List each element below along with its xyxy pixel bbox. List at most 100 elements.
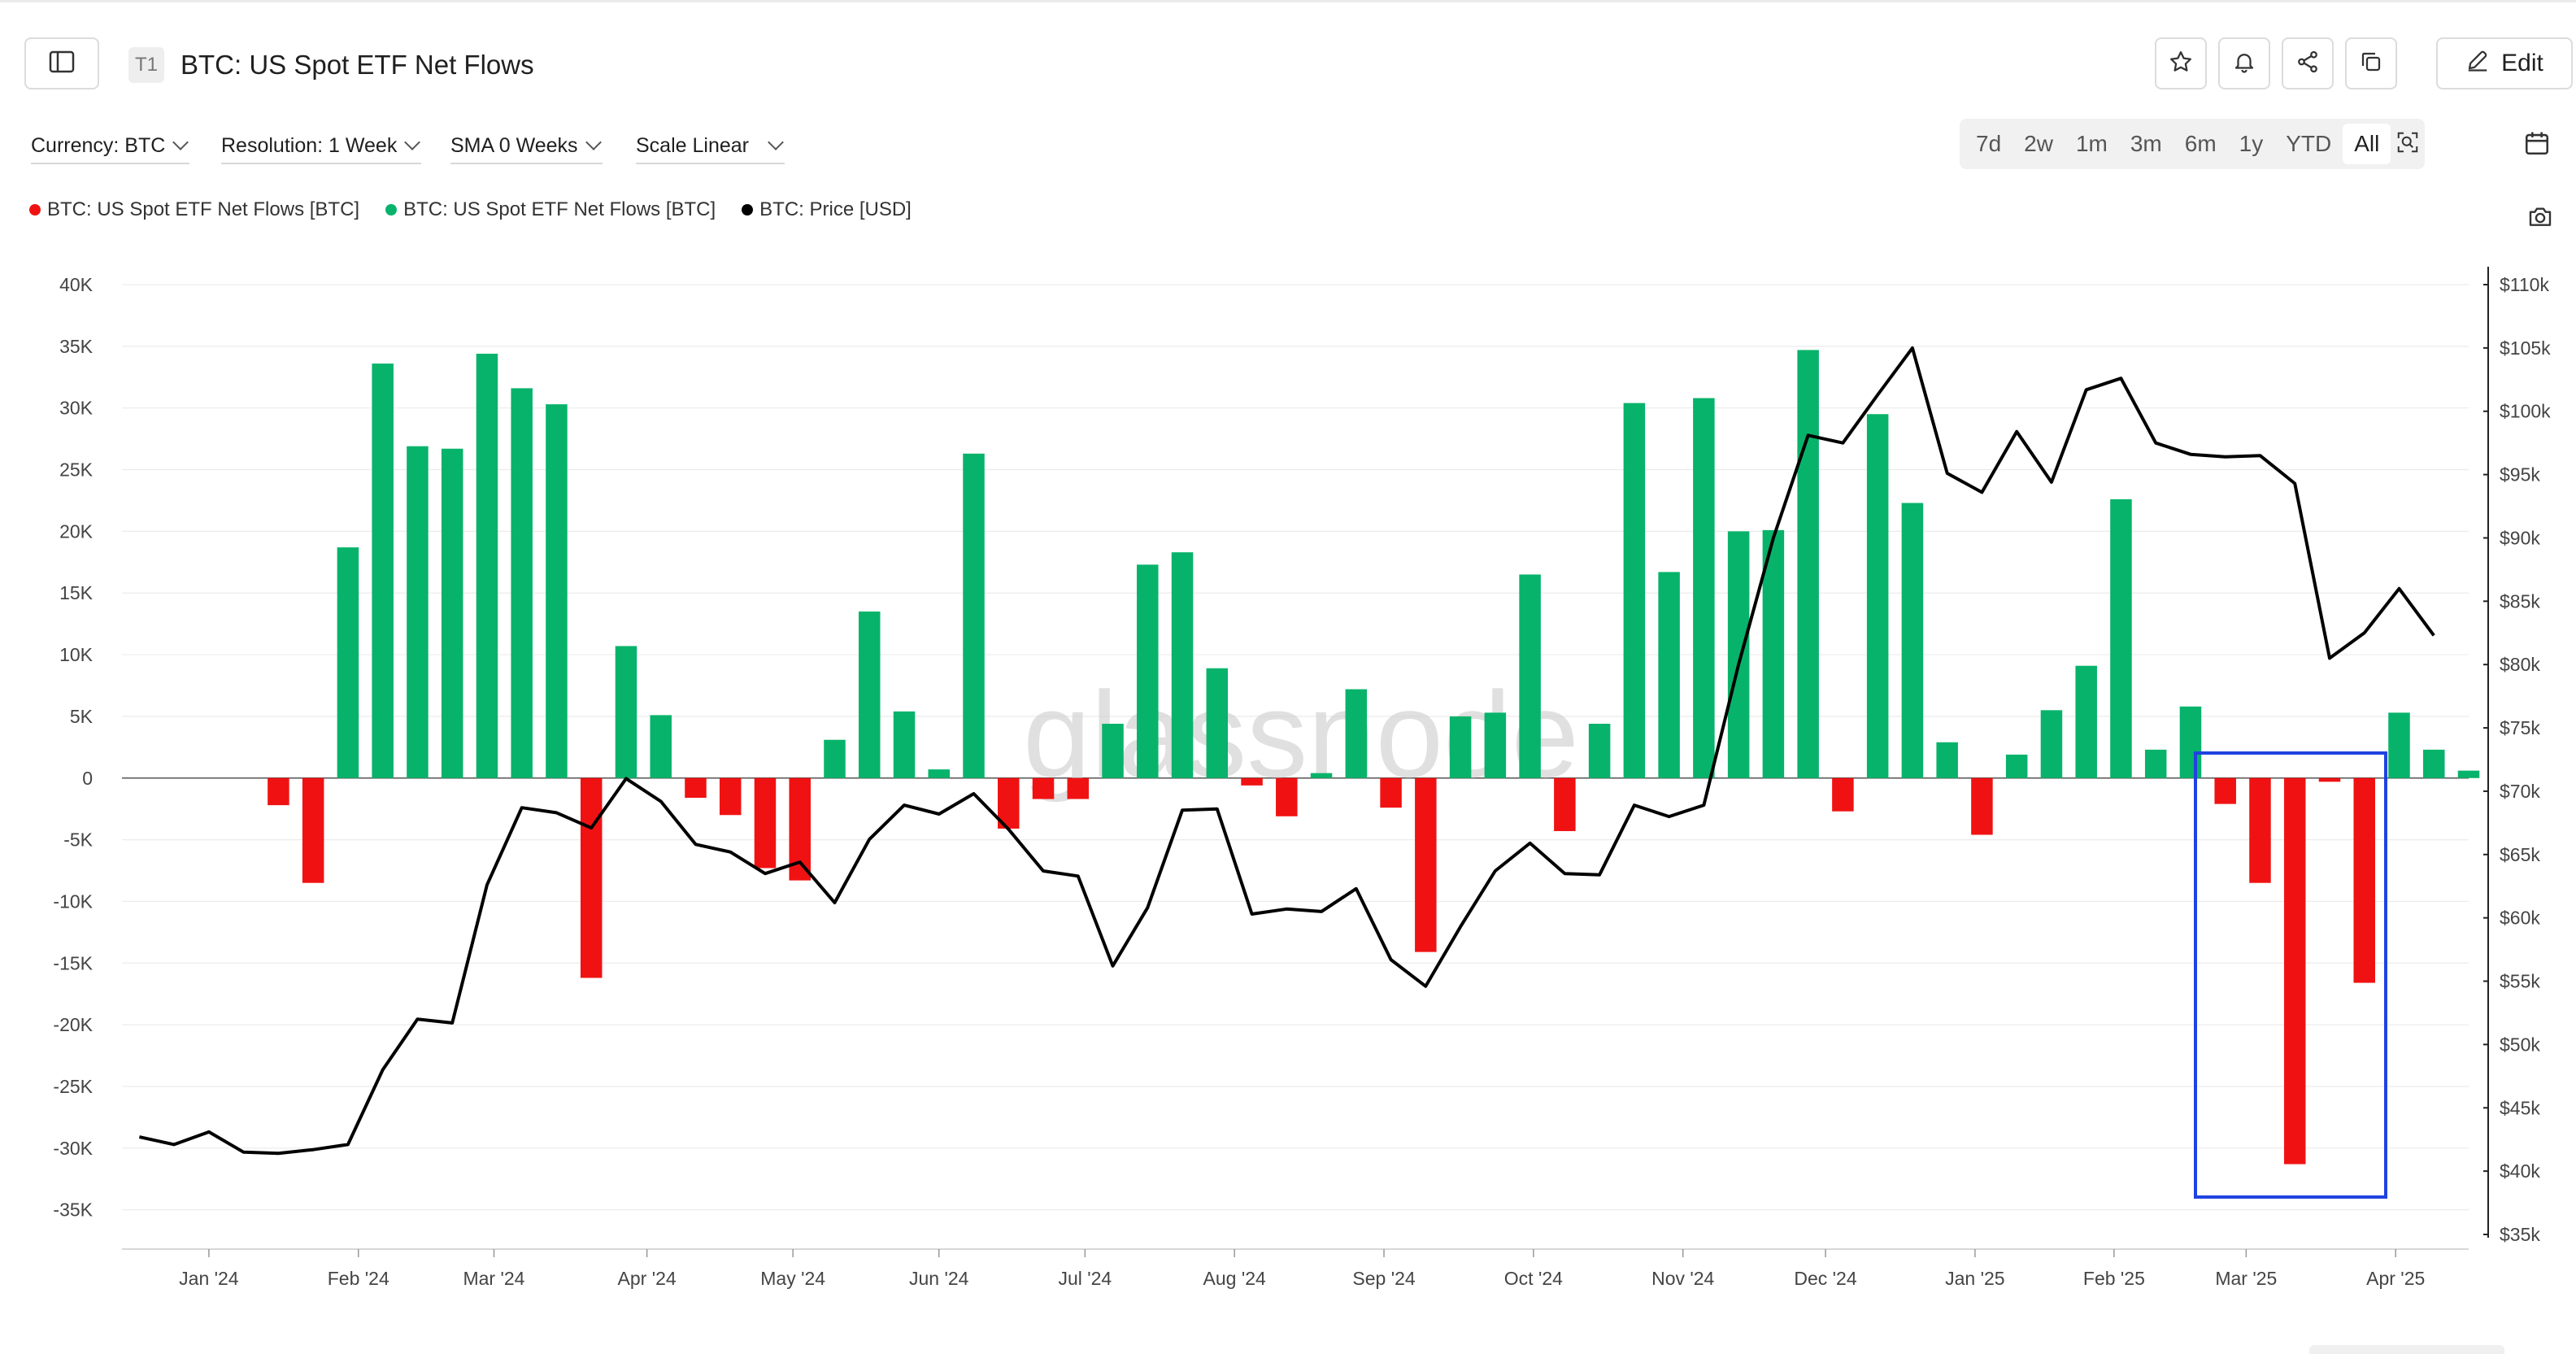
header: T1 BTC: US Spot ETF Net Flows Edit [0, 33, 2576, 98]
outflow-bar [1067, 777, 1090, 799]
y-left-tick-label: 10K [59, 644, 94, 665]
inflow-bar [963, 453, 985, 778]
favorite-button[interactable] [2155, 37, 2207, 89]
y-right-tick-label: $95k [2500, 464, 2540, 485]
inflow-bar [476, 353, 498, 778]
legend-item-outflows[interactable]: BTC: US Spot ETF Net Flows [BTC] [29, 198, 359, 221]
chart-toolbar: Currency: BTC Resolution: 1 Week SMA 0 W… [0, 114, 2576, 171]
y-left-tick-label: 15K [59, 582, 94, 603]
sidebar-toggle-button[interactable] [24, 37, 99, 89]
outflow-bar [719, 777, 742, 816]
sma-dropdown[interactable]: SMA 0 Weeks [450, 128, 603, 164]
chevron-down-icon [172, 134, 189, 150]
x-tick-label: May '24 [760, 1268, 825, 1289]
inflow-bar [1345, 689, 1368, 778]
outflow-bar [302, 777, 324, 883]
inflow-bar [441, 448, 463, 778]
currency-dropdown[interactable]: Currency: BTC [31, 128, 190, 164]
etf-flows-chart: glassnode 40K35K30K25K20K15K10K5K0-5K-10… [53, 267, 2551, 1289]
chevron-down-icon [768, 134, 784, 150]
inflow-bar [407, 446, 429, 778]
y-right-tick-label: $90k [2500, 527, 2540, 548]
outflow-bar [2249, 777, 2271, 883]
range-ytd-button[interactable]: YTD [2286, 131, 2332, 156]
legend-label: BTC: US Spot ETF Net Flows [BTC] [47, 198, 360, 220]
y-right-tick-label: $45k [2500, 1097, 2540, 1118]
date-picker-button[interactable] [2513, 120, 2561, 169]
zoom-button[interactable] [2395, 124, 2420, 164]
x-tick-label: Feb '24 [328, 1268, 389, 1289]
inflow-bar [1519, 574, 1541, 778]
inflow-bar [2005, 754, 2028, 778]
outflow-bar [685, 777, 707, 799]
time-range-selector: 7d 2w 1m 3m 6m 1y YTD All [1960, 119, 2425, 169]
x-tick-label: Sep '24 [1352, 1268, 1415, 1289]
y-left-tick-label: 25K [59, 459, 94, 481]
x-tick-label: Dec '24 [1794, 1268, 1856, 1289]
range-1m-button[interactable]: 1m [2075, 131, 2108, 156]
chevron-down-icon [404, 134, 421, 150]
inflow-bar [2110, 498, 2132, 778]
legend-label: BTC: US Spot ETF Net Flows [BTC] [403, 198, 716, 220]
inflow-bar [1310, 773, 1333, 778]
legend-dot [385, 204, 398, 216]
y-right-tick-label: $110k [2500, 274, 2549, 295]
legend-item-inflows[interactable]: BTC: US Spot ETF Net Flows [BTC] [385, 198, 716, 221]
scale-dropdown[interactable]: Scale Linear [636, 128, 785, 164]
x-tick-label: Mar '25 [2215, 1268, 2277, 1289]
inflow-bar [824, 739, 846, 778]
edit-button[interactable]: Edit [2436, 37, 2573, 89]
share-button[interactable] [2282, 37, 2334, 89]
inflow-bar [2422, 749, 2445, 778]
copy-icon [2359, 50, 2383, 78]
outflow-bar [2283, 777, 2306, 1165]
x-tick-label: Jul '24 [1058, 1268, 1112, 1289]
y-left-tick-label: -35K [53, 1199, 93, 1221]
outflow-bar [1971, 777, 1993, 835]
inflow-bar [1171, 552, 1194, 778]
page-title: BTC: US Spot ETF Net Flows [181, 50, 534, 80]
outflow-bar [1415, 777, 1437, 952]
y-right-tick-label: $50k [2500, 1034, 2540, 1055]
range-2w-button[interactable]: 2w [2024, 131, 2053, 156]
inflow-bar [546, 404, 568, 778]
outflow-bar [2214, 777, 2236, 804]
inflow-bar [1797, 350, 1819, 778]
inflow-bar [511, 388, 533, 778]
inflow-bar [1762, 529, 1785, 778]
inflow-bar [1449, 716, 1472, 778]
legend-item-price[interactable]: BTC: Price [USD] [742, 198, 912, 221]
range-all-button[interactable]: All [2343, 124, 2391, 164]
zoom-search-icon [2395, 130, 2420, 159]
alert-button[interactable] [2218, 37, 2270, 89]
outflow-bar [1241, 777, 1263, 786]
inflow-bar [2179, 706, 2202, 778]
outflow-bar [268, 777, 289, 806]
duplicate-button[interactable] [2345, 37, 2397, 89]
screenshot-button[interactable] [2521, 202, 2560, 234]
range-1y-button[interactable]: 1y [2239, 131, 2264, 156]
y-right-tick-label: $40k [2500, 1160, 2540, 1182]
range-6m-button[interactable]: 6m [2184, 131, 2217, 156]
inflow-bar [1693, 398, 1715, 778]
inflow-bar [1588, 724, 1611, 778]
inflow-bar [1137, 564, 1159, 778]
x-tick-label: Jun '24 [909, 1268, 969, 1289]
chevron-down-icon [585, 134, 602, 150]
sidebar-toggle-icon [49, 50, 75, 77]
inflow-bar [1102, 724, 1124, 778]
legend-dot [29, 204, 41, 216]
inflow-bar [928, 769, 951, 778]
chart-legend: BTC: US Spot ETF Net Flows [BTC] BTC: US… [29, 194, 938, 226]
legend-dot [742, 204, 754, 216]
range-7d-button[interactable]: 7d [1976, 131, 2002, 156]
y-right-tick-label: $105k [2500, 337, 2551, 359]
y-right-tick-label: $80k [2500, 654, 2540, 675]
price-series [138, 346, 2435, 1156]
range-3m-button[interactable]: 3m [2130, 131, 2162, 156]
inflow-bar [1658, 572, 1680, 778]
annotation-layer [2194, 751, 2387, 1199]
outflow-bar [1276, 777, 1298, 816]
resolution-dropdown[interactable]: Resolution: 1 Week [221, 128, 422, 164]
resolution-label: Resolution: 1 Week [221, 133, 398, 157]
